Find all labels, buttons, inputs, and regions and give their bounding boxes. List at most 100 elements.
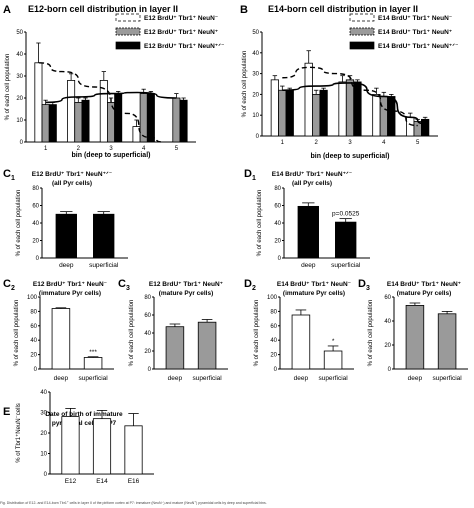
x-tick-label: deep <box>294 375 309 382</box>
y-tick-label: 60 <box>32 204 39 210</box>
chart-title: E12 BrdU⁺ Tbr1⁺ NeuN⁻ <box>33 281 107 288</box>
y-tick-label: 30 <box>252 72 259 78</box>
y-tick-label: 0 <box>36 256 40 262</box>
x-tick-label: superficial <box>78 375 108 382</box>
y-tick-label: 80 <box>30 309 37 315</box>
y-axis-label: % of each cell population <box>5 54 11 121</box>
x-tick-label: superficial <box>432 375 462 382</box>
panel-sub-label: 1 <box>11 175 15 182</box>
bar-a-s2-3 <box>146 93 155 143</box>
x-tick-label: superficial <box>192 375 222 382</box>
y-tick-label: 40 <box>144 331 151 337</box>
x-tick-label: E12 <box>65 478 77 485</box>
y-tick-label: 0 <box>44 472 48 478</box>
x-tick-label: E16 <box>128 478 140 485</box>
bar-d2-s0-0 <box>291 314 311 370</box>
bar-b-s0-4 <box>406 116 415 137</box>
fit-curve-0 <box>39 62 164 143</box>
panel-c2: C2 E12 BrdU⁺ Tbr1⁺ NeuN⁻ (immature Pyr cel… <box>3 278 114 382</box>
chart-title: E14 BrdU⁺ Tbr1⁺ NeuN⁺ᐟ⁻ <box>272 171 352 178</box>
bar-a-s1-4 <box>172 97 181 143</box>
bar-b-s2-4 <box>421 118 430 137</box>
panel-d1: D1 E14 BrdU⁺ Tbr1⁺ NeuN⁺ᐟ⁻ (all Pyr cells)… <box>244 168 370 269</box>
legend-swatch <box>349 41 375 50</box>
bar-d1-s0-0 <box>297 205 319 259</box>
bar-a-s2-4 <box>179 99 188 143</box>
bar-a-s1-0 <box>41 104 50 143</box>
y-tick-label: 0 <box>388 367 392 373</box>
bar-b-s1-0 <box>278 89 287 137</box>
panel-sub-label: 1 <box>252 175 256 182</box>
y-tick-label: 80 <box>144 295 151 301</box>
y-axis-label: % of each cell population <box>129 300 135 367</box>
y-tick-label: 50 <box>16 30 23 36</box>
y-tick-label: 20 <box>16 96 23 102</box>
chart-subtitle: (immature Pyr cells) <box>39 290 101 297</box>
y-tick-label: 0 <box>256 134 260 140</box>
legend-swatch <box>115 41 141 50</box>
legend-swatch <box>349 27 375 36</box>
y-tick-label: 30 <box>16 74 23 80</box>
bar-b-s1-1 <box>312 94 321 137</box>
y-tick-label: 20 <box>384 343 391 349</box>
panel-label: E <box>3 406 10 418</box>
y-tick-label: 80 <box>274 186 281 192</box>
legend-label: E12 BrdU⁺ Tbr1⁺ NeuN⁺ <box>144 29 218 36</box>
bar-a-s2-0 <box>48 104 57 143</box>
y-tick-label: 60 <box>270 324 277 330</box>
x-tick-label: 3 <box>348 140 352 146</box>
bar-b-s2-3 <box>387 96 396 137</box>
legend-swatch <box>349 13 375 22</box>
y-tick-label: 60 <box>144 313 151 319</box>
panel-label: C2 <box>3 278 15 292</box>
legend-swatch <box>115 13 141 22</box>
x-tick-label: deep <box>301 262 316 269</box>
chart-subtitle: (all Pyr cells) <box>292 180 332 187</box>
bar-c2-s0-1 <box>83 357 103 370</box>
x-tick-label: 3 <box>109 146 113 152</box>
y-tick-label: 40 <box>32 221 39 227</box>
y-tick-label: 40 <box>30 338 37 344</box>
bar-e-s0-1 <box>92 418 112 475</box>
y-tick-label: 40 <box>274 221 281 227</box>
bar-a-s1-3 <box>139 93 148 143</box>
chart-title: E12-born cell distribution in layer II <box>28 4 178 14</box>
y-axis-label: % of each cell population <box>16 190 22 257</box>
y-tick-label: 0 <box>274 367 278 373</box>
x-tick-label: deep <box>408 375 423 382</box>
panel-d2: D2 E14 BrdU⁺ Tbr1⁺ NeuN⁻ (immature Pyr cel… <box>244 278 354 382</box>
y-tick-label: 40 <box>40 390 47 396</box>
panel-label: C1 <box>3 168 15 182</box>
bar-d2-s0-1 <box>323 350 343 370</box>
panel-a: A E12-born cell distribution in layer II%… <box>3 4 224 159</box>
bar-c1-s0-1 <box>93 213 115 259</box>
y-axis-label: % of each cell population <box>257 190 263 257</box>
x-tick-label: 4 <box>142 146 146 152</box>
bar-c1-s0-0 <box>55 213 77 259</box>
chart-title: Date of birth of immature <box>45 411 123 418</box>
y-tick-label: 20 <box>252 92 259 98</box>
fit-curve-0 <box>282 66 418 127</box>
panel-sub-label: 3 <box>366 285 370 292</box>
y-tick-label: 40 <box>270 338 277 344</box>
panel-label: D2 <box>244 278 256 292</box>
x-tick-label: superficial <box>318 375 348 382</box>
chart-title: E14 BrdU⁺ Tbr1⁺ NeuN⁺ <box>387 281 461 288</box>
chart-subtitle: (mature Pyr cells) <box>159 290 214 297</box>
panel-d3: D3 E14 BrdU⁺ Tbr1⁺ NeuN⁺ (mature Pyr cells… <box>358 278 468 382</box>
panel-label: C3 <box>118 278 130 292</box>
panel-c3: C3 E12 BrdU⁺ Tbr1⁺ NeuN⁺ (mature Pyr cells… <box>118 278 228 382</box>
fit-curve-1 <box>282 82 425 125</box>
x-tick-label: deep <box>59 262 74 269</box>
chart-title: E14-born cell distribution in layer II <box>268 4 418 14</box>
y-axis-label: % of Tbr1⁺NeuN⁻cells <box>15 403 22 463</box>
bar-d3-s0-1 <box>437 313 457 370</box>
x-tick-label: superficial <box>331 262 361 269</box>
y-tick-label: 100 <box>267 295 278 301</box>
y-tick-label: 20 <box>30 353 37 359</box>
x-tick-label: superficial <box>89 262 119 269</box>
y-tick-label: 20 <box>40 431 47 437</box>
panel-c1: C1 E12 BrdU⁺ Tbr1⁺ NeuN⁺ᐟ⁻ (all Pyr cells)… <box>3 168 128 269</box>
y-tick-label: 10 <box>16 118 23 124</box>
chart-subtitle: (all Pyr cells) <box>52 180 92 187</box>
